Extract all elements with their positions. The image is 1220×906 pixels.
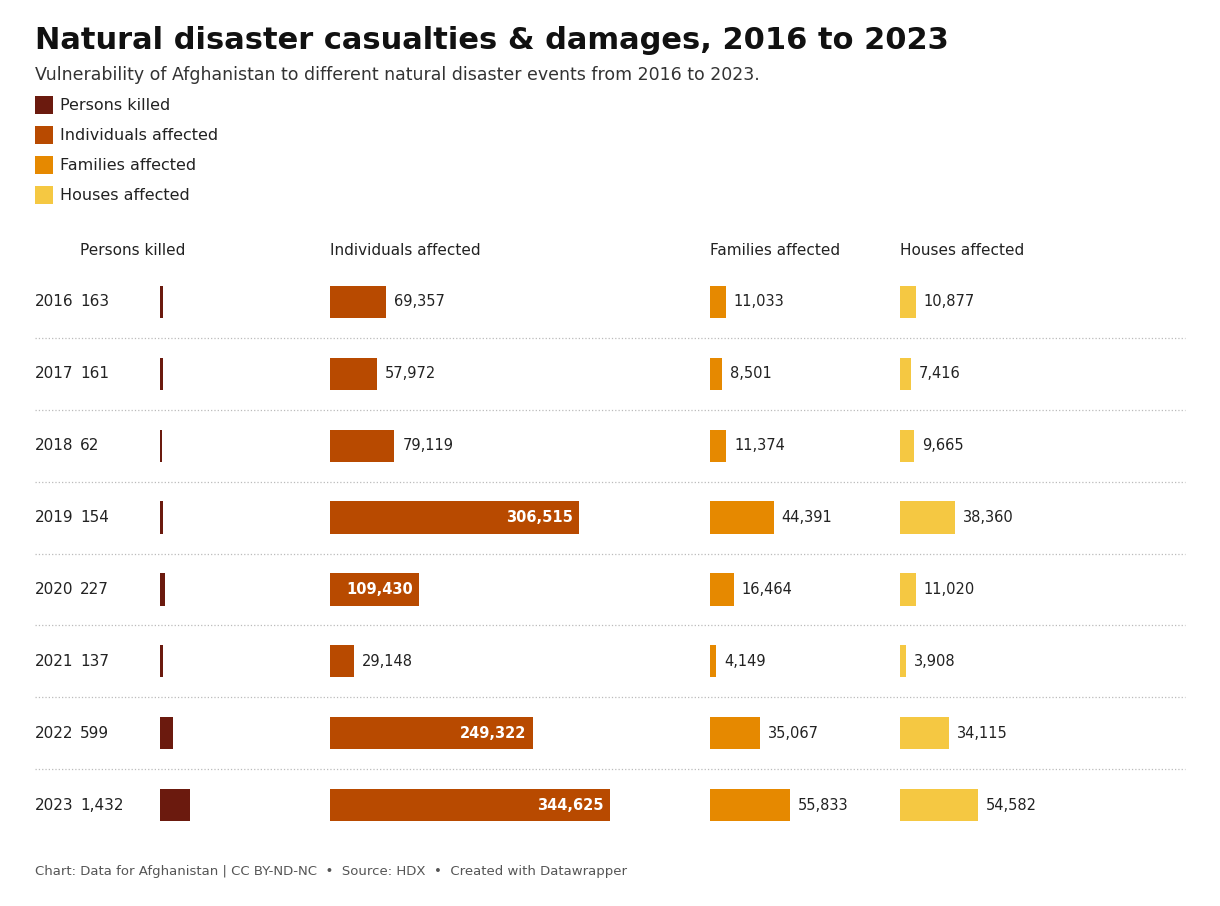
Text: 2023: 2023: [35, 797, 73, 813]
FancyBboxPatch shape: [329, 573, 418, 605]
FancyBboxPatch shape: [160, 429, 161, 462]
FancyBboxPatch shape: [329, 789, 610, 821]
FancyBboxPatch shape: [900, 501, 955, 534]
Text: 137: 137: [81, 654, 109, 669]
Text: 11,033: 11,033: [733, 294, 784, 310]
Text: 38,360: 38,360: [963, 510, 1014, 525]
Text: 2016: 2016: [35, 294, 73, 310]
FancyBboxPatch shape: [329, 285, 387, 318]
FancyBboxPatch shape: [900, 285, 915, 318]
FancyBboxPatch shape: [900, 717, 949, 749]
FancyBboxPatch shape: [710, 358, 722, 390]
Text: 7,416: 7,416: [919, 366, 960, 381]
Text: 8,501: 8,501: [731, 366, 772, 381]
FancyBboxPatch shape: [900, 573, 916, 605]
Text: 2022: 2022: [35, 726, 73, 741]
FancyBboxPatch shape: [329, 358, 377, 390]
FancyBboxPatch shape: [710, 429, 726, 462]
Text: Families affected: Families affected: [710, 243, 841, 258]
Text: 69,357: 69,357: [394, 294, 445, 310]
FancyBboxPatch shape: [160, 789, 190, 821]
Text: 10,877: 10,877: [924, 294, 975, 310]
Text: 249,322: 249,322: [460, 726, 527, 741]
Text: 1,432: 1,432: [81, 797, 123, 813]
Text: Persons killed: Persons killed: [60, 98, 171, 112]
Text: Houses affected: Houses affected: [900, 243, 1025, 258]
Text: 11,020: 11,020: [924, 582, 975, 597]
FancyBboxPatch shape: [160, 358, 163, 390]
Text: 44,391: 44,391: [782, 510, 832, 525]
FancyBboxPatch shape: [35, 126, 52, 144]
FancyBboxPatch shape: [710, 501, 773, 534]
FancyBboxPatch shape: [35, 96, 52, 114]
FancyBboxPatch shape: [160, 645, 163, 678]
FancyBboxPatch shape: [710, 717, 760, 749]
Text: 4,149: 4,149: [723, 654, 766, 669]
FancyBboxPatch shape: [329, 429, 394, 462]
Text: 599: 599: [81, 726, 109, 741]
Text: Individuals affected: Individuals affected: [329, 243, 481, 258]
Text: 11,374: 11,374: [734, 439, 786, 453]
FancyBboxPatch shape: [160, 717, 172, 749]
Text: 161: 161: [81, 366, 109, 381]
Text: 2019: 2019: [35, 510, 73, 525]
FancyBboxPatch shape: [900, 429, 914, 462]
FancyBboxPatch shape: [900, 789, 978, 821]
Text: 227: 227: [81, 582, 109, 597]
Text: Houses affected: Houses affected: [60, 188, 190, 203]
Text: 54,582: 54,582: [986, 797, 1037, 813]
Text: Families affected: Families affected: [60, 158, 196, 172]
FancyBboxPatch shape: [160, 501, 163, 534]
Text: Natural disaster casualties & damages, 2016 to 2023: Natural disaster casualties & damages, 2…: [35, 26, 949, 55]
Text: 306,515: 306,515: [506, 510, 573, 525]
Text: 35,067: 35,067: [769, 726, 820, 741]
Text: 2017: 2017: [35, 366, 73, 381]
Text: 344,625: 344,625: [538, 797, 604, 813]
FancyBboxPatch shape: [329, 645, 354, 678]
FancyBboxPatch shape: [900, 358, 910, 390]
Text: Individuals affected: Individuals affected: [60, 128, 218, 142]
FancyBboxPatch shape: [710, 285, 726, 318]
Text: 154: 154: [81, 510, 109, 525]
Text: 2021: 2021: [35, 654, 73, 669]
FancyBboxPatch shape: [35, 186, 52, 204]
Text: 57,972: 57,972: [386, 366, 437, 381]
Text: 163: 163: [81, 294, 109, 310]
Text: 62: 62: [81, 439, 99, 453]
Text: Vulnerability of Afghanistan to different natural disaster events from 2016 to 2: Vulnerability of Afghanistan to differen…: [35, 66, 760, 84]
Text: Persons killed: Persons killed: [81, 243, 185, 258]
Text: 3,908: 3,908: [914, 654, 955, 669]
FancyBboxPatch shape: [710, 573, 733, 605]
FancyBboxPatch shape: [329, 717, 533, 749]
FancyBboxPatch shape: [710, 645, 716, 678]
Text: 9,665: 9,665: [922, 439, 964, 453]
FancyBboxPatch shape: [35, 156, 52, 174]
FancyBboxPatch shape: [710, 789, 791, 821]
Text: 109,430: 109,430: [346, 582, 412, 597]
FancyBboxPatch shape: [160, 285, 163, 318]
Text: 34,115: 34,115: [956, 726, 1008, 741]
Text: 2020: 2020: [35, 582, 73, 597]
Text: 79,119: 79,119: [403, 439, 454, 453]
Text: 16,464: 16,464: [742, 582, 793, 597]
FancyBboxPatch shape: [160, 573, 165, 605]
Text: 55,833: 55,833: [798, 797, 849, 813]
Text: 29,148: 29,148: [361, 654, 412, 669]
FancyBboxPatch shape: [329, 501, 580, 534]
Text: Chart: Data for Afghanistan | CC BY-ND-NC  •  Source: HDX  •  Created with Dataw: Chart: Data for Afghanistan | CC BY-ND-N…: [35, 865, 627, 878]
Text: 2018: 2018: [35, 439, 73, 453]
FancyBboxPatch shape: [900, 645, 905, 678]
